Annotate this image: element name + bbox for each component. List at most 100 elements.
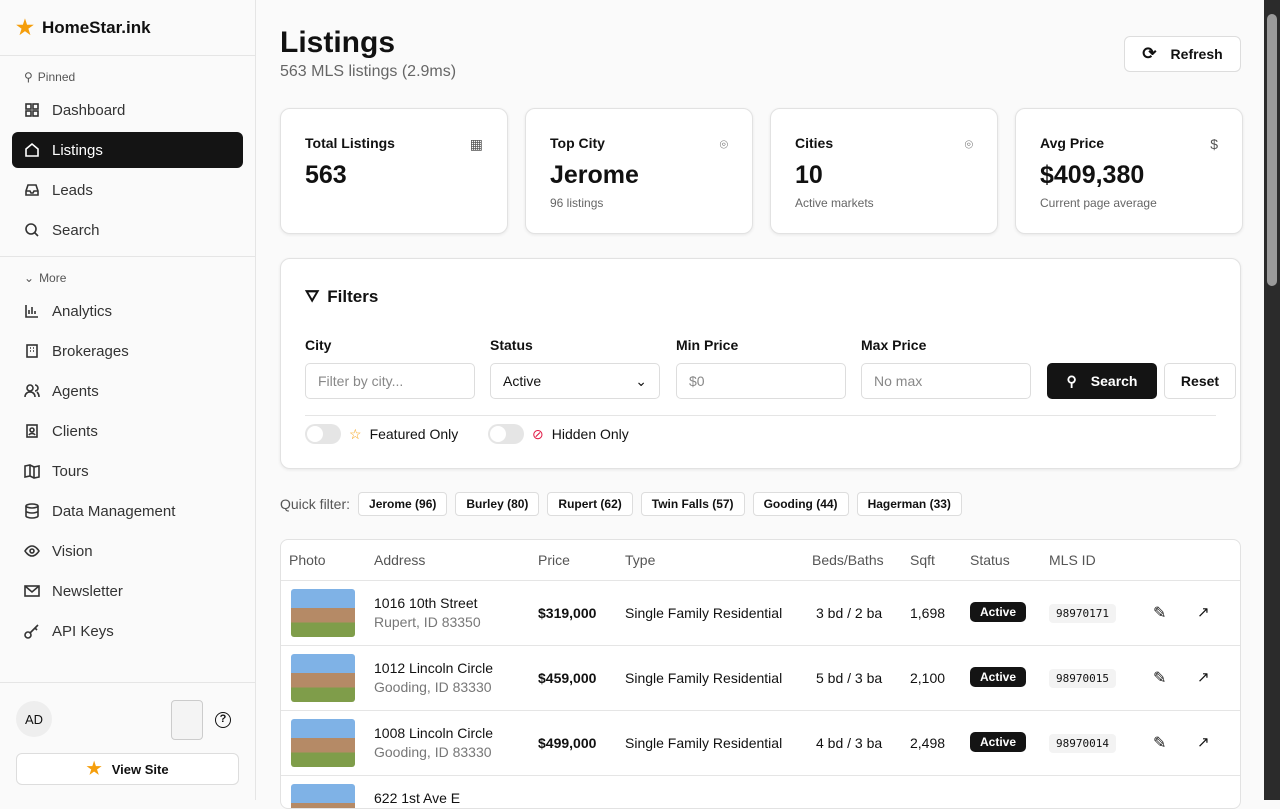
contact-icon bbox=[26, 424, 38, 438]
type: Single Family Residential bbox=[625, 735, 783, 751]
table-row[interactable]: 1012 Lincoln Circle Gooding, ID 83330 $45… bbox=[281, 646, 1240, 711]
beds-baths: 4 bd / 3 ba bbox=[816, 735, 883, 751]
listings-table: Photo Address Price Type Beds/Baths Sqft Statu… bbox=[280, 539, 1241, 809]
table-row[interactable]: 1008 Lincoln Circle Gooding, ID 83330 $49… bbox=[281, 711, 1240, 776]
beds-baths: 3 bd / 2 ba bbox=[816, 605, 883, 621]
status-badge: Active bbox=[970, 602, 1027, 622]
min-price-input[interactable]: $0 bbox=[676, 363, 846, 399]
external-link-icon[interactable]: ↗ bbox=[1197, 604, 1210, 621]
type: Single Family Residential bbox=[625, 670, 783, 686]
external-link-icon[interactable]: ↗ bbox=[1197, 669, 1210, 686]
page-title: Listings bbox=[280, 26, 396, 59]
edit-icon[interactable]: ✎ bbox=[1153, 670, 1167, 687]
quick-chip[interactable]: Hagerman (33) bbox=[856, 492, 962, 516]
avatar[interactable]: AD bbox=[16, 701, 52, 737]
mls-id: 98970015 bbox=[1049, 669, 1116, 688]
quick-chip[interactable]: Jerome (96) bbox=[358, 492, 448, 516]
building-icon bbox=[26, 344, 38, 358]
sidebar-item-newsletter[interactable]: Newsletter bbox=[12, 573, 243, 609]
star-icon: ★ bbox=[86, 759, 102, 778]
brand[interactable]: ★ HomeStar.ink bbox=[0, 0, 255, 56]
sqft: 2,498 bbox=[910, 735, 946, 751]
pin-icon: ⚲ bbox=[24, 70, 33, 84]
max-price-input[interactable]: No max bbox=[861, 363, 1031, 399]
external-link-icon[interactable]: ↗ bbox=[1197, 734, 1210, 751]
sidebar-item-tours[interactable]: Tours bbox=[12, 453, 243, 489]
sidebar-item-analytics[interactable]: Analytics bbox=[12, 293, 243, 329]
map-icon bbox=[24, 464, 40, 479]
price: $499,000 bbox=[538, 735, 597, 751]
chevron-down-icon: ⌄ bbox=[635, 372, 647, 389]
sidebar-item-vision[interactable]: Vision bbox=[12, 533, 243, 569]
quick-chip[interactable]: Gooding (44) bbox=[752, 492, 849, 516]
status-select[interactable]: Active ⌄ bbox=[490, 363, 660, 399]
search-button[interactable]: ⚲ Search bbox=[1047, 363, 1157, 399]
filters-panel: ⛛ Filters City Filter by city... Status Act… bbox=[280, 258, 1241, 469]
sidebar-item-leads[interactable]: Leads bbox=[12, 172, 243, 208]
sidebar-item-api-keys[interactable]: API Keys bbox=[12, 613, 243, 649]
more-group-label[interactable]: ⌄ More bbox=[24, 271, 67, 285]
listing-photo bbox=[291, 719, 355, 767]
stat-card-cities: Cities 10 Active markets ⌾ bbox=[770, 108, 998, 234]
quick-chip[interactable]: Twin Falls (57) bbox=[640, 492, 745, 516]
edit-icon[interactable]: ✎ bbox=[1153, 605, 1167, 622]
filters-title: Filters bbox=[327, 287, 379, 306]
theme-toggle[interactable] bbox=[171, 700, 203, 740]
view-site-button[interactable]: ★ View Site bbox=[16, 753, 239, 785]
quick-chip[interactable]: Burley (80) bbox=[455, 492, 540, 516]
beds-baths: 5 bd / 3 ba bbox=[816, 670, 883, 686]
street: 1012 Lincoln Circle bbox=[374, 660, 494, 676]
sidebar-item-search[interactable]: Search bbox=[12, 212, 243, 248]
dashboard-icon bbox=[25, 103, 39, 117]
mail-icon bbox=[24, 585, 40, 597]
sidebar-item-dashboard[interactable]: Dashboard bbox=[12, 92, 243, 128]
refresh-icon: ⟳ bbox=[1142, 44, 1157, 63]
search-icon: ⚲ bbox=[1066, 372, 1077, 389]
refresh-button[interactable]: ⟳ Refresh bbox=[1124, 36, 1241, 72]
help-icon[interactable]: ? bbox=[215, 712, 231, 728]
status-badge: Active bbox=[970, 667, 1027, 687]
city-input[interactable]: Filter by city... bbox=[305, 363, 475, 399]
mls-id: 98970014 bbox=[1049, 734, 1116, 753]
sqft: 2,100 bbox=[910, 670, 946, 686]
page-subtitle: 563 MLS listings (2.9ms) bbox=[280, 63, 457, 80]
sidebar-item-brokerages[interactable]: Brokerages bbox=[12, 333, 243, 369]
users-icon bbox=[24, 384, 40, 398]
type: Single Family Residential bbox=[625, 605, 783, 621]
inbox-icon bbox=[25, 184, 39, 196]
home-icon bbox=[25, 142, 39, 157]
star-logo-icon: ★ bbox=[16, 17, 34, 39]
listing-photo bbox=[291, 784, 355, 808]
edit-icon[interactable]: ✎ bbox=[1153, 735, 1167, 752]
brand-name: HomeStar.ink bbox=[41, 17, 151, 37]
hidden-toggle[interactable] bbox=[488, 424, 524, 444]
price: $319,000 bbox=[538, 605, 597, 621]
reset-button[interactable]: Reset bbox=[1164, 363, 1236, 399]
scrollbar[interactable] bbox=[1264, 0, 1280, 800]
featured-toggle[interactable] bbox=[305, 424, 341, 444]
database-icon bbox=[25, 503, 39, 519]
dollar-icon: $ bbox=[1210, 136, 1218, 152]
sidebar-item-agents[interactable]: Agents bbox=[12, 373, 243, 409]
table-row[interactable]: 1016 10th Street Rupert, ID 83350 $319,00… bbox=[281, 581, 1240, 646]
listing-photo bbox=[291, 589, 355, 637]
sidebar-item-listings[interactable]: Listings bbox=[12, 132, 243, 168]
map-pin-icon: ⌾ bbox=[964, 136, 973, 152]
stat-card-total: Total Listings 563 ▦ bbox=[280, 108, 508, 234]
city: Gooding, ID 83330 bbox=[374, 744, 492, 760]
table-row[interactable]: 622 1st Ave E bbox=[281, 776, 1240, 808]
map-pin-icon: ⌾ bbox=[719, 136, 728, 152]
stat-card-avg-price: Avg Price $409,380 Current page average $ bbox=[1015, 108, 1243, 234]
street: 1008 Lincoln Circle bbox=[374, 725, 494, 741]
price: $459,000 bbox=[538, 670, 597, 686]
pinned-group-label: ⚲ Pinned bbox=[24, 70, 76, 84]
sidebar-item-clients[interactable]: Clients bbox=[12, 413, 243, 449]
sidebar-item-data-management[interactable]: Data Management bbox=[12, 493, 243, 529]
listing-photo bbox=[291, 654, 355, 702]
street: 1016 10th Street bbox=[374, 595, 478, 611]
quick-chip[interactable]: Rupert (62) bbox=[547, 492, 633, 516]
quick-filter: Quick filter: Jerome (96) Burley (80) Ru… bbox=[280, 492, 962, 516]
eye-off-icon: ⊘ bbox=[532, 425, 544, 442]
chart-icon bbox=[25, 305, 38, 318]
city: Gooding, ID 83330 bbox=[374, 679, 492, 695]
